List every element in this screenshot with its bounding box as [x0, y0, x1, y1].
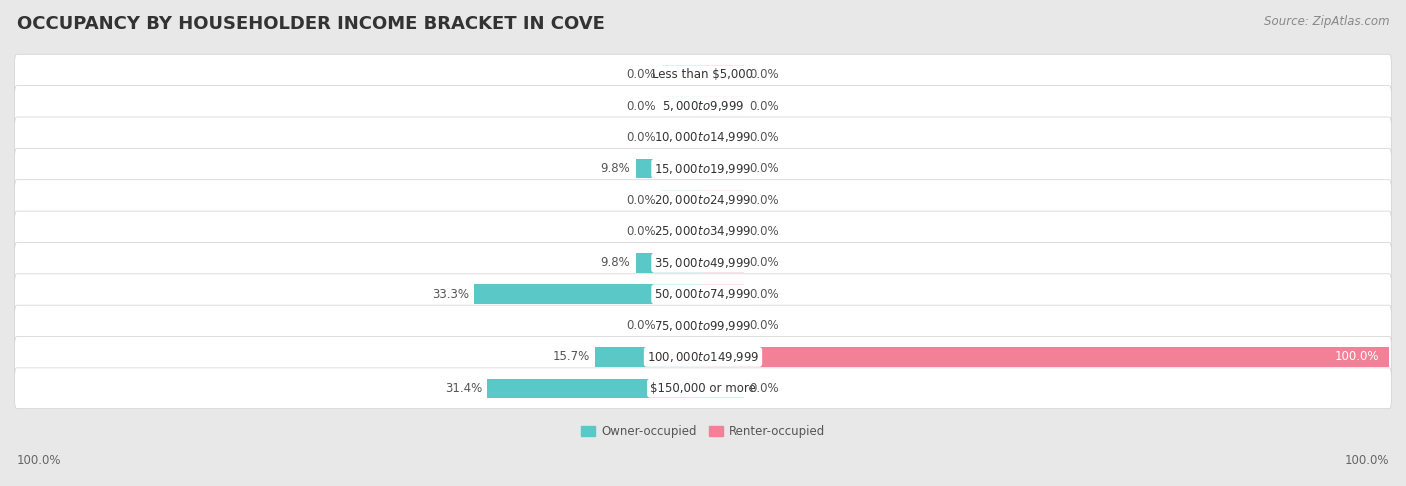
Bar — [636, 253, 703, 273]
Text: Source: ZipAtlas.com: Source: ZipAtlas.com — [1264, 15, 1389, 28]
Text: $75,000 to $99,999: $75,000 to $99,999 — [654, 318, 752, 332]
Text: 0.0%: 0.0% — [749, 288, 779, 301]
Text: $10,000 to $14,999: $10,000 to $14,999 — [654, 130, 752, 144]
FancyBboxPatch shape — [14, 274, 1392, 314]
Text: 0.0%: 0.0% — [627, 68, 657, 81]
Text: $150,000 or more: $150,000 or more — [650, 382, 756, 395]
Bar — [703, 159, 744, 178]
Text: 9.8%: 9.8% — [600, 162, 630, 175]
Text: $35,000 to $49,999: $35,000 to $49,999 — [654, 256, 752, 270]
Bar — [703, 65, 744, 85]
Text: $15,000 to $19,999: $15,000 to $19,999 — [654, 162, 752, 176]
Bar — [662, 316, 703, 335]
Bar — [488, 379, 703, 398]
Text: 0.0%: 0.0% — [749, 382, 779, 395]
Text: 0.0%: 0.0% — [749, 131, 779, 144]
Text: 0.0%: 0.0% — [627, 193, 657, 207]
Bar — [662, 96, 703, 116]
Legend: Owner-occupied, Renter-occupied: Owner-occupied, Renter-occupied — [576, 420, 830, 443]
FancyBboxPatch shape — [14, 211, 1392, 252]
Text: 0.0%: 0.0% — [749, 162, 779, 175]
Bar — [703, 316, 744, 335]
Bar — [703, 96, 744, 116]
Text: 0.0%: 0.0% — [749, 319, 779, 332]
Text: 0.0%: 0.0% — [749, 193, 779, 207]
Text: 0.0%: 0.0% — [749, 256, 779, 269]
FancyBboxPatch shape — [14, 86, 1392, 126]
Bar — [703, 253, 744, 273]
Text: 31.4%: 31.4% — [444, 382, 482, 395]
FancyBboxPatch shape — [14, 180, 1392, 221]
FancyBboxPatch shape — [14, 368, 1392, 409]
Bar — [636, 159, 703, 178]
Bar — [662, 128, 703, 147]
FancyBboxPatch shape — [14, 243, 1392, 283]
Bar — [662, 222, 703, 241]
Text: 9.8%: 9.8% — [600, 256, 630, 269]
Text: $100,000 to $149,999: $100,000 to $149,999 — [647, 350, 759, 364]
Bar — [703, 222, 744, 241]
FancyBboxPatch shape — [14, 305, 1392, 346]
Bar — [595, 347, 703, 366]
Text: $50,000 to $74,999: $50,000 to $74,999 — [654, 287, 752, 301]
Text: 33.3%: 33.3% — [432, 288, 470, 301]
Text: 0.0%: 0.0% — [627, 131, 657, 144]
FancyBboxPatch shape — [14, 54, 1392, 95]
Text: 0.0%: 0.0% — [627, 319, 657, 332]
Text: 0.0%: 0.0% — [749, 225, 779, 238]
Bar — [703, 284, 744, 304]
Text: 0.0%: 0.0% — [627, 225, 657, 238]
Bar — [703, 379, 744, 398]
Text: $20,000 to $24,999: $20,000 to $24,999 — [654, 193, 752, 207]
Text: 100.0%: 100.0% — [17, 453, 62, 467]
Text: 0.0%: 0.0% — [749, 100, 779, 113]
Text: Less than $5,000: Less than $5,000 — [652, 68, 754, 81]
Text: 0.0%: 0.0% — [749, 68, 779, 81]
Text: 100.0%: 100.0% — [1344, 453, 1389, 467]
FancyBboxPatch shape — [14, 117, 1392, 158]
Text: 0.0%: 0.0% — [627, 100, 657, 113]
FancyBboxPatch shape — [14, 336, 1392, 377]
Bar — [662, 65, 703, 85]
Text: OCCUPANCY BY HOUSEHOLDER INCOME BRACKET IN COVE: OCCUPANCY BY HOUSEHOLDER INCOME BRACKET … — [17, 15, 605, 33]
Text: $25,000 to $34,999: $25,000 to $34,999 — [654, 225, 752, 239]
Bar — [474, 284, 703, 304]
Bar — [662, 191, 703, 210]
Bar — [703, 347, 1389, 366]
Text: 15.7%: 15.7% — [553, 350, 589, 364]
Text: 100.0%: 100.0% — [1334, 350, 1379, 364]
Bar — [703, 128, 744, 147]
FancyBboxPatch shape — [14, 148, 1392, 189]
Bar — [703, 191, 744, 210]
Text: $5,000 to $9,999: $5,000 to $9,999 — [662, 99, 744, 113]
